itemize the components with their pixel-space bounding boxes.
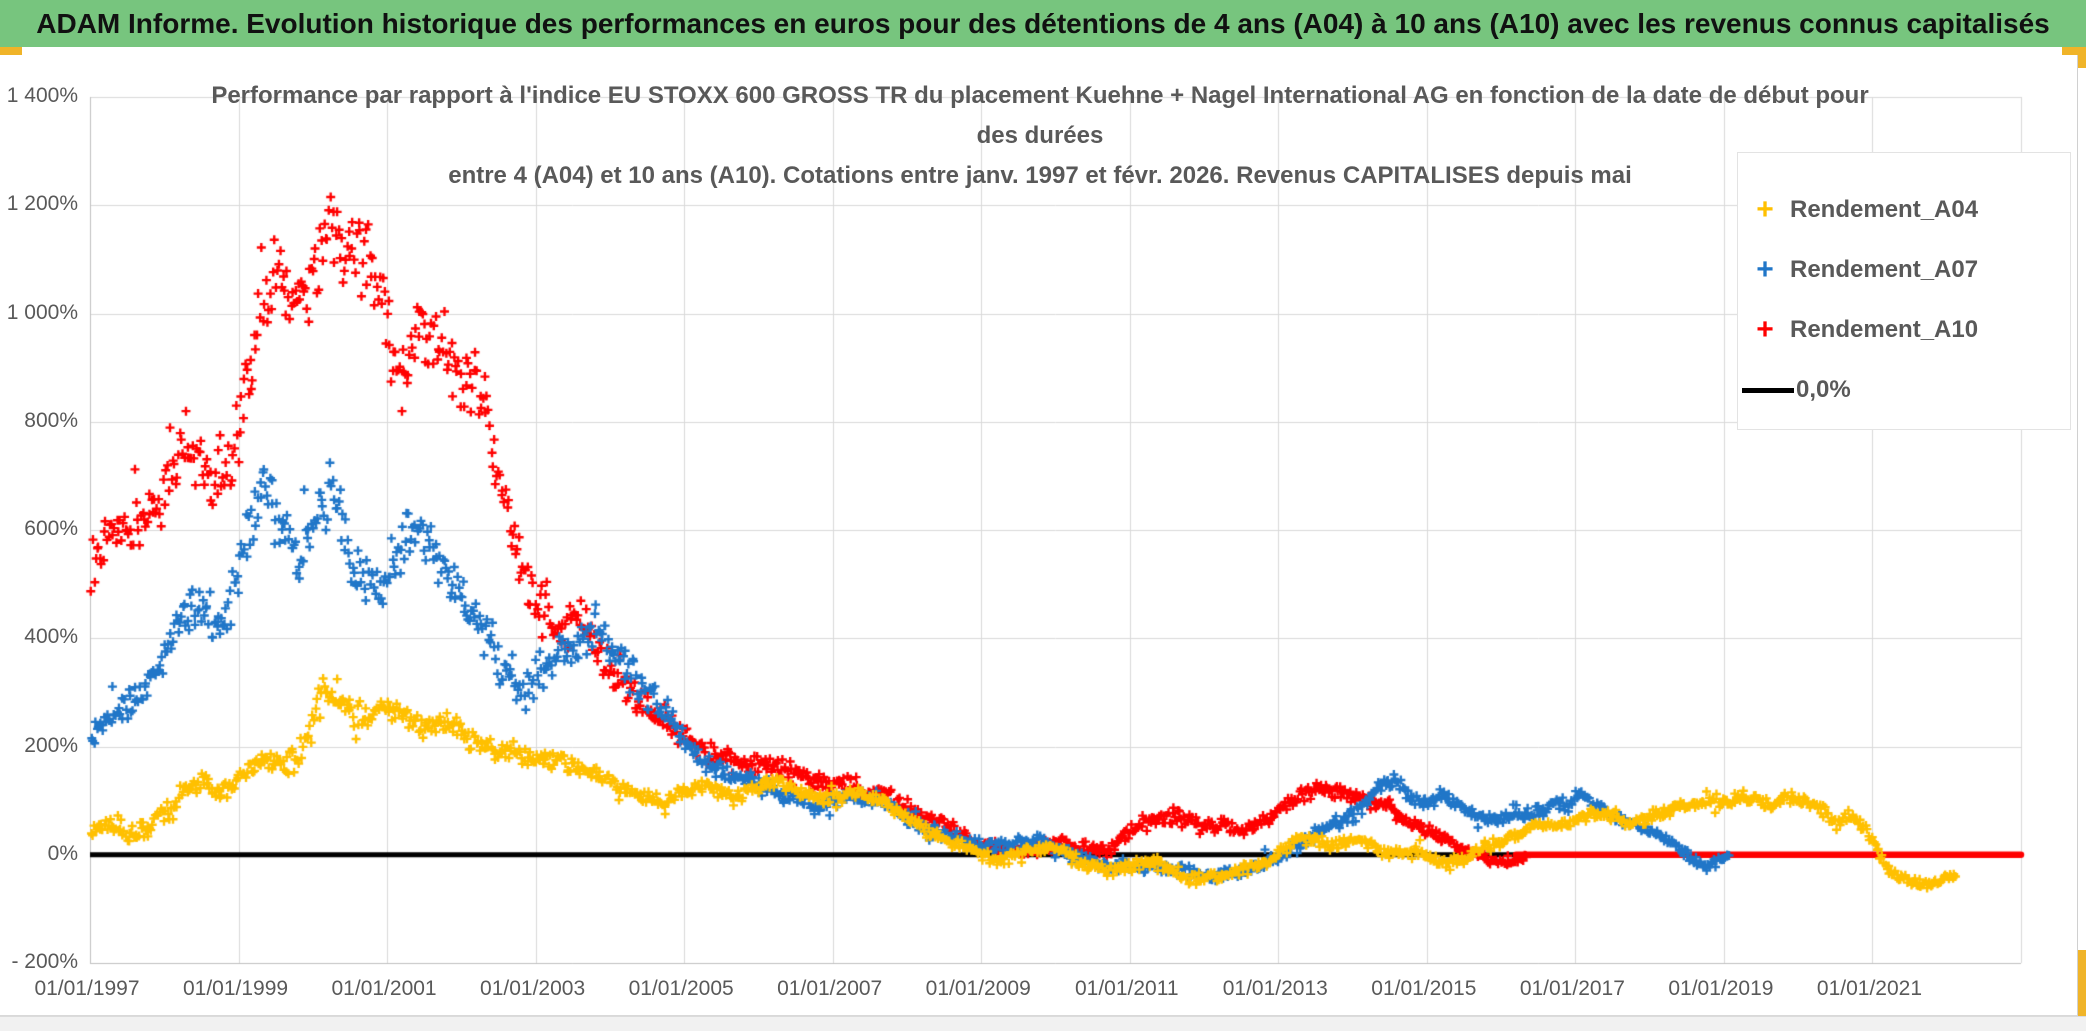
x-tick-label: 01/01/2015 bbox=[1371, 977, 1477, 1000]
y-tick-label: - 200% bbox=[11, 950, 78, 973]
chart-legend bbox=[1737, 152, 2071, 430]
legend-item-0-0-[interactable]: 0,0% bbox=[1742, 370, 1851, 410]
y-tick-label: 800% bbox=[24, 408, 78, 432]
legend-plus-marker-icon: + bbox=[1756, 193, 1774, 226]
legend-label: Rendement_A07 bbox=[1790, 256, 1979, 283]
legend-label: 0,0% bbox=[1796, 376, 1851, 403]
x-tick-label: 01/01/2017 bbox=[1519, 977, 1625, 1000]
y-tick-label: 400% bbox=[24, 625, 78, 649]
x-tick-label: 01/01/2011 bbox=[1074, 977, 1179, 1000]
legend-item-rendement-a07[interactable]: + Rendement_A07 bbox=[1742, 250, 1978, 290]
legend-label: Rendement_A10 bbox=[1790, 316, 1979, 343]
x-tick-label: 01/01/2005 bbox=[628, 977, 734, 1000]
y-tick-label: 0% bbox=[47, 841, 78, 865]
x-tick-label: 01/01/1999 bbox=[182, 977, 289, 1000]
x-tick-label: 01/01/2001 bbox=[331, 977, 437, 1000]
y-tick-label: 600% bbox=[24, 517, 78, 540]
x-tick-label: 01/01/2019 bbox=[1668, 977, 1774, 1000]
legend-label: Rendement_A04 bbox=[1790, 196, 1979, 223]
y-tick-label: 200% bbox=[24, 733, 78, 757]
legend-item-rendement-a04[interactable]: + Rendement_A04 bbox=[1742, 190, 1978, 230]
x-tick-label: 01/01/2013 bbox=[1222, 977, 1328, 1000]
x-tick-label: 01/01/2003 bbox=[480, 977, 586, 1000]
x-tick-label: 01/01/1997 bbox=[34, 977, 140, 1000]
x-tick-label: 01/01/2021 bbox=[1816, 977, 1922, 1000]
sheet-bottom-strip bbox=[0, 1016, 2086, 1031]
legend-plus-marker-icon: + bbox=[1756, 253, 1774, 286]
y-tick-label: 1 000% bbox=[6, 300, 78, 324]
legend-plus-marker-icon: + bbox=[1756, 313, 1774, 346]
x-tick-label: 01/01/2007 bbox=[777, 977, 883, 1000]
y-tick-label: 1 200% bbox=[6, 192, 78, 216]
legend-line-marker-icon bbox=[1742, 387, 1794, 393]
legend-item-rendement-a10[interactable]: + Rendement_A10 bbox=[1742, 310, 1978, 350]
x-tick-label: 01/01/2009 bbox=[925, 977, 1031, 1000]
y-tick-label: 1 400% bbox=[6, 84, 78, 107]
